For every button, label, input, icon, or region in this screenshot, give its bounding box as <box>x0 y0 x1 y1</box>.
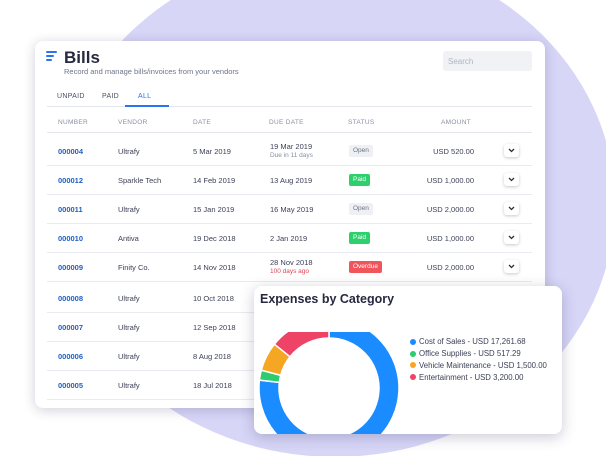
vendor-cell: Ultrafy <box>118 294 140 303</box>
due-date-cell: 19 Mar 2019 <box>270 142 313 151</box>
status-badge: Open <box>349 145 373 157</box>
row-expand-button[interactable] <box>504 202 519 215</box>
tab-all[interactable]: ALL <box>138 93 152 100</box>
page-title: Bills <box>64 48 100 67</box>
expenses-donut-chart <box>258 332 400 434</box>
vendor-cell: Sparkle Tech <box>118 176 162 185</box>
col-date-header: DATE <box>193 119 212 126</box>
legend-item: Office Supplies - USD 517.29 <box>410 348 547 360</box>
search-input[interactable] <box>443 51 532 71</box>
legend-label: Vehicle Maintenance - USD 1,500.00 <box>419 360 547 370</box>
tab-unpaid[interactable]: UNPAID <box>57 93 85 100</box>
legend-item: Vehicle Maintenance - USD 1,500.00 <box>410 360 547 372</box>
legend-swatch <box>410 350 416 357</box>
vendor-cell: Finity Co. <box>118 263 150 272</box>
date-cell: 12 Sep 2018 <box>193 323 236 332</box>
tab-paid[interactable]: PAID <box>102 93 120 100</box>
bill-number-link[interactable]: 000006 <box>58 352 84 361</box>
amount-cell: USD 1,000.00 <box>426 176 474 185</box>
row-expand-button[interactable] <box>504 260 519 273</box>
legend-swatch <box>410 374 416 381</box>
table-header: NUMBER VENDOR DATE DUE DATE STATUS AMOUN… <box>47 111 532 133</box>
col-amount-header: AMOUNT <box>441 119 471 126</box>
legend-swatch <box>410 338 416 345</box>
bill-number-link[interactable]: 000009 <box>58 263 84 272</box>
bill-number-link[interactable]: 000007 <box>58 323 84 332</box>
bill-number-link[interactable]: 000010 <box>58 234 84 243</box>
bill-number-link[interactable]: 000004 <box>58 147 84 156</box>
due-date-cell: 28 Nov 2018 <box>270 258 313 267</box>
chart-legend: Cost of Sales - USD 17,261.68 Office Supp… <box>410 336 547 383</box>
chevron-down-icon <box>508 235 515 240</box>
row-expand-button[interactable] <box>504 173 519 186</box>
date-cell: 10 Oct 2018 <box>193 294 234 303</box>
status-badge: Paid <box>349 232 371 244</box>
bill-number-link[interactable]: 000005 <box>58 381 84 390</box>
status-badge: Open <box>349 203 373 215</box>
table-row[interactable]: 000011 Ultrafy 15 Jan 2019 16 May 2019 Open U… <box>47 195 532 224</box>
bill-number-link[interactable]: 000008 <box>58 294 84 303</box>
vendor-cell: Ultrafy <box>118 352 140 361</box>
expenses-card: Expenses by Category Cost of Sales - USD… <box>254 286 562 434</box>
table-row[interactable]: 000012 Sparkle Tech 14 Feb 2019 13 Aug 2019… <box>47 166 532 195</box>
amount-cell: USD 1,000.00 <box>426 234 474 243</box>
vendor-cell: Antiva <box>118 234 139 243</box>
legend-label: Cost of Sales - USD 17,261.68 <box>419 337 526 347</box>
vendor-cell: Ultrafy <box>118 205 140 214</box>
chevron-down-icon <box>508 148 515 153</box>
page-subtitle: Record and manage bills/invoices from yo… <box>64 67 239 76</box>
vendor-cell: Ultrafy <box>118 147 140 156</box>
bill-number-link[interactable]: 000011 <box>58 205 83 214</box>
due-date-cell: 16 May 2019 <box>270 205 314 214</box>
status-badge: Overdue <box>349 261 382 273</box>
amount-cell: USD 2,000.00 <box>426 205 474 214</box>
donut-slice <box>258 332 400 434</box>
amount-cell: USD 2,000.00 <box>426 263 474 272</box>
status-badge: Paid <box>349 174 371 186</box>
menu-icon[interactable] <box>46 51 57 61</box>
col-number-header: NUMBER <box>58 119 88 126</box>
bill-number-link[interactable]: 000012 <box>58 176 84 185</box>
vendor-cell: Ultrafy <box>118 381 140 390</box>
row-expand-button[interactable] <box>504 144 519 157</box>
col-vendor-header: VENDOR <box>118 119 148 126</box>
bills-panel: Bills Record and manage bills/invoices f… <box>35 41 545 408</box>
legend-label: Office Supplies - USD 517.29 <box>419 349 521 359</box>
tab-bar: UNPAID PAID ALL <box>47 90 532 107</box>
legend-item: Entertainment - USD 3,200.00 <box>410 371 547 383</box>
due-date-cell: 2 Jan 2019 <box>270 234 308 243</box>
legend-label: Entertainment - USD 3,200.00 <box>419 372 524 382</box>
table-row[interactable]: 000004 Ultrafy 5 Mar 2019 19 Mar 2019 Due in… <box>47 137 532 166</box>
due-note: 100 days ago <box>270 268 310 275</box>
chevron-down-icon <box>508 264 515 269</box>
legend-swatch <box>410 362 416 369</box>
expenses-title: Expenses by Category <box>260 292 395 306</box>
vendor-cell: Ultrafy <box>118 323 140 332</box>
due-note: Due in 11 days <box>270 152 313 159</box>
donut-slice <box>273 332 330 358</box>
legend-item: Cost of Sales - USD 17,261.68 <box>410 336 547 348</box>
due-date-cell: 13 Aug 2019 <box>270 176 313 185</box>
row-expand-button[interactable] <box>504 231 519 244</box>
date-cell: 14 Nov 2018 <box>193 263 236 272</box>
table-row[interactable]: 000009 Finity Co. 14 Nov 2018 28 Nov 2018 10… <box>47 253 532 282</box>
date-cell: 8 Aug 2018 <box>193 352 231 361</box>
chevron-down-icon <box>508 206 515 211</box>
date-cell: 18 Jul 2018 <box>193 381 232 390</box>
active-tab-indicator <box>125 105 169 107</box>
col-status-header: STATUS <box>348 119 375 126</box>
amount-cell: USD 520.00 <box>433 147 474 156</box>
date-cell: 19 Dec 2018 <box>193 234 236 243</box>
col-due-date-header: DUE DATE <box>269 119 304 126</box>
table-row[interactable]: 000010 Antiva 19 Dec 2018 2 Jan 2019 Paid USD… <box>47 224 532 253</box>
date-cell: 15 Jan 2019 <box>193 205 235 214</box>
date-cell: 14 Feb 2019 <box>193 176 236 185</box>
date-cell: 5 Mar 2019 <box>193 147 231 156</box>
chevron-down-icon <box>508 177 515 182</box>
